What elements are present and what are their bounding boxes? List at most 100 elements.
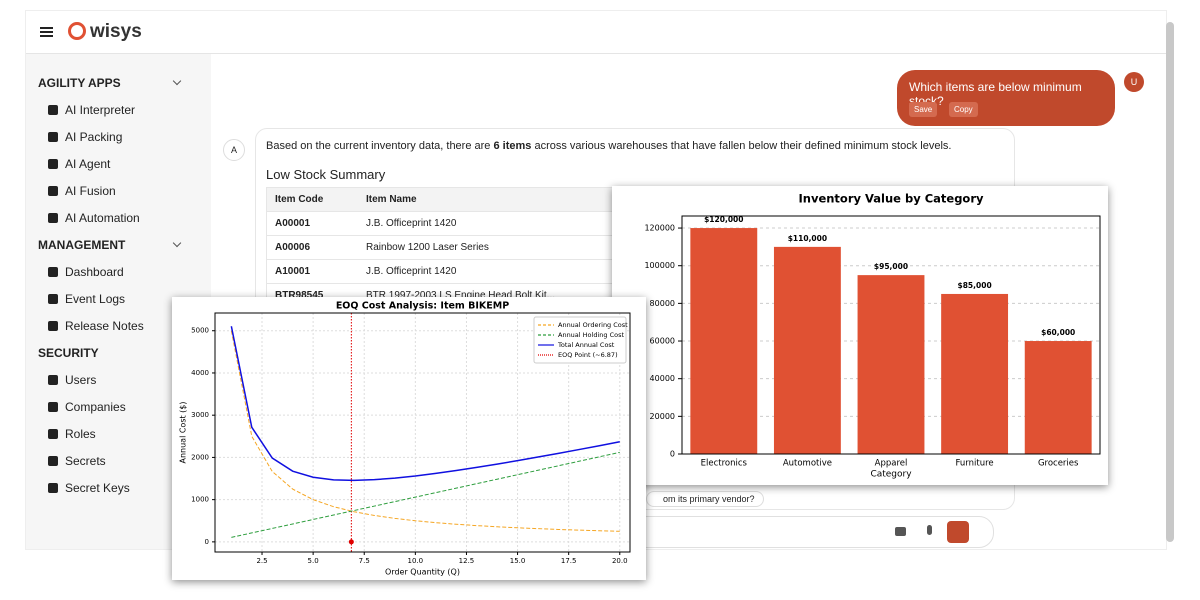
intro-bold: 6 items xyxy=(493,140,532,152)
chevron[interactable] xyxy=(172,76,182,86)
line-chart-panel: 0 1000 2000 3000 4000 5000 2.5 5.0 7.5 10.0 12.5 15… xyxy=(172,297,646,580)
series-line xyxy=(231,451,620,538)
scrollbar[interactable] xyxy=(1166,22,1174,542)
intro-text: Based on the current inventory data, the… xyxy=(266,140,494,152)
bar xyxy=(1024,341,1092,454)
legend-box xyxy=(533,316,627,364)
header: wisys xyxy=(26,11,1166,54)
user-avatar: U xyxy=(1124,72,1144,92)
bar xyxy=(690,228,758,454)
menu-item[interactable]: Roles xyxy=(65,427,96,441)
menu-icon xyxy=(48,105,58,115)
cell: A00006 xyxy=(266,235,358,260)
cell: A10001 xyxy=(266,259,358,284)
x-axis-label: Category xyxy=(870,470,912,480)
menu-icon xyxy=(48,159,58,169)
bar xyxy=(773,246,841,454)
chart-title: EOQ Cost Analysis: Item BIKEMP xyxy=(336,301,509,312)
value-label: $120,000 xyxy=(704,215,743,224)
x-tick-label: Groceries xyxy=(1038,459,1079,469)
logo-icon xyxy=(68,22,86,40)
chevron[interactable] xyxy=(172,238,182,248)
user-bubble: Which items are below minimum stock? Sav… xyxy=(897,70,1115,126)
intro: Based on the current inventory data, the… xyxy=(266,140,951,152)
y-tick-label: 120000 xyxy=(644,224,675,233)
menu-icon xyxy=(48,321,58,331)
y-tick-label: 60000 xyxy=(650,337,675,346)
chat-input[interactable] xyxy=(632,516,994,548)
value-label: $110,000 xyxy=(788,234,827,243)
y-tick-label: 5000 xyxy=(191,327,209,335)
x-tick-label: 7.5 xyxy=(359,557,370,565)
suggestion-chip[interactable]: om its primary vendor? xyxy=(646,491,764,507)
plot-frame xyxy=(214,312,631,553)
legend-label: Annual Holding Cost xyxy=(558,331,624,339)
line-chart: 0 1000 2000 3000 4000 5000 2.5 5.0 7.5 10.0 12.5 15… xyxy=(179,301,631,577)
header-cell: Item Code xyxy=(266,187,358,212)
assistant-avatar: A xyxy=(223,139,245,161)
send-button[interactable] xyxy=(947,521,969,543)
menu-icon xyxy=(48,213,58,223)
plot-frame xyxy=(681,215,1101,455)
bar-chart: 0 20000 40000 60000 80000 100000 120000 $120,00… xyxy=(644,192,1101,480)
intro-text: across various warehouses that have fall… xyxy=(531,140,952,152)
logo: wisys xyxy=(90,21,142,42)
menu-item[interactable]: AI Fusion xyxy=(65,184,116,198)
menu-item[interactable]: AI Automation xyxy=(65,211,140,225)
menu-icon xyxy=(48,267,58,277)
x-tick-label: 5.0 xyxy=(308,557,319,565)
y-tick-label: 100000 xyxy=(644,261,675,270)
series-line xyxy=(230,330,620,532)
menu-item[interactable]: AI Interpreter xyxy=(65,103,136,117)
summary-title: Low Stock Summary xyxy=(266,167,386,182)
menu-item[interactable]: Users xyxy=(65,373,97,387)
mic-button[interactable] xyxy=(927,525,932,535)
x-axis-label: Order Quantity (Q) xyxy=(385,568,460,577)
menu-item[interactable]: Release Notes xyxy=(65,319,144,333)
y-tick-label: 0 xyxy=(670,450,675,459)
menu-item[interactable]: Dashboard xyxy=(65,265,124,279)
y-tick-label: 3000 xyxy=(191,411,209,419)
value-label: $95,000 xyxy=(874,262,908,271)
copy-button[interactable]: Copy xyxy=(949,102,978,117)
camera-button[interactable] xyxy=(895,527,906,536)
x-tick-label: 12.5 xyxy=(459,557,475,565)
menu-item[interactable]: AI Agent xyxy=(65,157,111,171)
value-label: $60,000 xyxy=(1041,328,1075,337)
menu-icon xyxy=(48,456,58,466)
y-tick-label: 20000 xyxy=(650,412,675,421)
x-tick-label: 2.5 xyxy=(256,557,267,565)
menu-item[interactable]: Secret Keys xyxy=(65,481,130,495)
eoq-point xyxy=(348,539,354,545)
y-tick-label: 1000 xyxy=(191,496,209,504)
menu-item[interactable]: AI Packing xyxy=(65,130,123,144)
cell: A00001 xyxy=(266,211,358,236)
user-message: Which items are below minimum stock? xyxy=(909,80,1082,108)
bar xyxy=(857,275,925,454)
bar-chart-panel: 0 20000 40000 60000 80000 100000 120000 $120,00… xyxy=(612,186,1108,485)
menu-item[interactable]: Event Logs xyxy=(65,292,126,306)
save-button[interactable]: Save xyxy=(909,102,938,117)
section-title: SECURITY xyxy=(38,346,99,360)
value-label: $85,000 xyxy=(958,281,992,290)
menu-icon xyxy=(48,132,58,142)
legend-label: Annual Ordering Cost xyxy=(558,321,628,329)
x-tick-label: 15.0 xyxy=(510,557,526,565)
section-title: AGILITY APPS xyxy=(38,76,121,90)
y-axis-label: Annual Cost ($) xyxy=(179,401,188,463)
menu-icon xyxy=(48,375,58,385)
y-tick-label: 80000 xyxy=(650,299,675,308)
legend-label: EOQ Point (~6.87) xyxy=(558,351,618,359)
menu-item[interactable]: Companies xyxy=(65,400,126,414)
y-tick-label: 40000 xyxy=(650,374,675,383)
menu-item[interactable]: Secrets xyxy=(65,454,106,468)
section-title: MANAGEMENT xyxy=(38,238,126,252)
menu-icon xyxy=(48,402,58,412)
x-tick-label: Apparel xyxy=(875,459,908,469)
menu-icon xyxy=(48,186,58,196)
x-tick-label: 17.5 xyxy=(561,557,577,565)
menu-icon xyxy=(48,294,58,304)
menu-button[interactable] xyxy=(40,27,53,29)
legend-label: Total Annual Cost xyxy=(557,341,615,349)
x-tick-label: Automotive xyxy=(783,459,832,469)
